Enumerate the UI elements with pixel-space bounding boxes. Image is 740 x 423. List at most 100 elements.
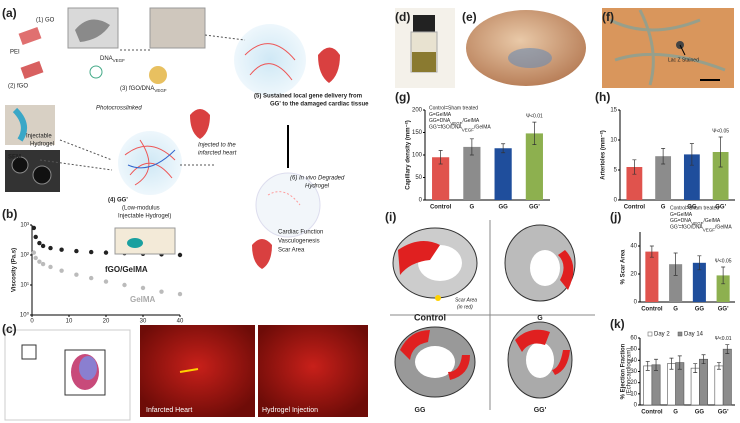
label: (2) fGO — [8, 84, 28, 90]
bar — [525, 133, 543, 200]
x-tick-label: GG' — [718, 410, 729, 416]
y-tick-label: 20 — [630, 272, 637, 278]
label: Control=Sham treated — [670, 205, 719, 211]
y-tick-label: 0 — [634, 300, 638, 306]
photo-label: Lac Z Stained — [668, 57, 699, 63]
point — [48, 264, 53, 270]
label: Photocrosslinked — [96, 106, 142, 112]
annotation: Ψ<0.01 — [715, 336, 732, 342]
x-tick-label: GG' — [718, 307, 729, 313]
error-bar — [721, 266, 726, 285]
error-bar — [677, 355, 682, 370]
label: GG'=fGO/DNAVEGF/GelMA — [429, 125, 491, 132]
label: Injectable — [26, 134, 52, 140]
y-tick-label: 100 — [412, 153, 423, 159]
y-axis-label: Capillary density (mm⁻²) — [405, 120, 412, 190]
panel-letter: (b) — [2, 207, 17, 221]
panel-c-art — [4, 325, 368, 421]
y-tick-label: 10 — [610, 138, 617, 144]
point — [74, 272, 79, 277]
error-bar — [697, 255, 702, 271]
y-axis-label: (Echocardiogram) — [627, 348, 633, 396]
x-tick-label: GG — [695, 307, 705, 313]
inset — [114, 227, 176, 255]
panel-letter: (j) — [610, 210, 621, 224]
bar — [645, 251, 659, 302]
inset-gel — [127, 238, 143, 248]
point — [37, 240, 42, 246]
panel-letter: (d) — [395, 10, 410, 24]
panel-i-art — [390, 220, 595, 410]
label: Vasculogenesis — [278, 239, 320, 245]
label: (5) Sustained local gene delivery from — [254, 94, 362, 100]
point — [103, 250, 109, 255]
error-bar — [654, 358, 659, 371]
point — [48, 245, 53, 251]
label-part: DNA — [100, 56, 113, 62]
point — [59, 247, 64, 252]
error-bar — [532, 121, 537, 145]
y-axis-label: % Ejection Fraction — [621, 343, 627, 399]
error-bar — [469, 138, 474, 156]
label: GG=DNAVEGF/GelMA — [429, 118, 480, 125]
point — [89, 275, 94, 281]
y-axis-label: Viscosity (Pa.s) — [12, 248, 18, 292]
label-part: (3) fGO/DNA — [120, 86, 154, 92]
label: (3) fGO/DNAVEGF — [120, 86, 167, 93]
label: PEI — [10, 50, 20, 56]
error-bar — [501, 143, 506, 154]
y-tick-label: 10⁰ — [20, 312, 30, 319]
point — [122, 282, 127, 288]
panel-letter: (e) — [462, 10, 477, 24]
x-tick-label: Control — [641, 307, 663, 313]
label-part: GG'=fGO/DNA — [670, 225, 703, 231]
point — [31, 225, 37, 231]
label-part: GG=DNA — [429, 118, 451, 124]
panel-a-art — [5, 7, 340, 269]
x-tick-label: 20 — [103, 319, 110, 325]
panel-letter: (h) — [595, 90, 610, 104]
annotation: Ψ<0.05 — [712, 128, 729, 134]
label: (Low-modulus — [122, 206, 160, 212]
x-tick-label: G — [470, 205, 475, 211]
y-tick-label: 0 — [634, 403, 638, 409]
label: Control=Sham treated — [429, 105, 478, 111]
y-tick-label: 15 — [610, 108, 617, 114]
panel-letter: (c) — [2, 322, 17, 336]
label-part: GG'=fGO/DNA — [429, 125, 462, 131]
error-bar — [693, 363, 698, 373]
y-tick-label: 50 — [630, 347, 637, 353]
panel-letter: (f) — [602, 10, 614, 24]
error-bar — [689, 143, 694, 166]
error-bar — [669, 357, 674, 370]
label: infarcted heart — [198, 151, 237, 157]
bar — [463, 146, 481, 200]
panel-letter: (g) — [395, 90, 410, 104]
x-tick-label: 0 — [30, 319, 34, 325]
panel-letter: (i) — [385, 210, 396, 224]
label: (4) GG' — [108, 198, 128, 204]
heart-label: GG' — [534, 407, 547, 414]
bar — [714, 365, 724, 406]
label: Injected to the — [198, 143, 236, 149]
point — [74, 248, 79, 254]
y-tick-label: 40 — [630, 244, 637, 250]
bar — [722, 348, 732, 406]
legend-label: Day 2 — [654, 332, 670, 338]
error-bar — [716, 362, 721, 370]
bar — [690, 367, 700, 406]
photos-def — [395, 8, 734, 88]
bar — [669, 264, 683, 302]
subscript: VEGF — [154, 88, 167, 93]
label: Cardiac Function — [278, 230, 323, 236]
bar — [432, 157, 450, 200]
subscript: VEGF — [703, 227, 716, 232]
y-tick-label: 60 — [630, 336, 637, 342]
bar — [716, 275, 730, 302]
y-tick-label: 10¹ — [20, 283, 29, 289]
x-tick-label: GG — [498, 205, 508, 211]
bar — [667, 363, 676, 406]
annotation: Ψ<0.01 — [526, 113, 543, 119]
x-tick-label: Control — [430, 205, 452, 211]
bar — [712, 152, 729, 200]
